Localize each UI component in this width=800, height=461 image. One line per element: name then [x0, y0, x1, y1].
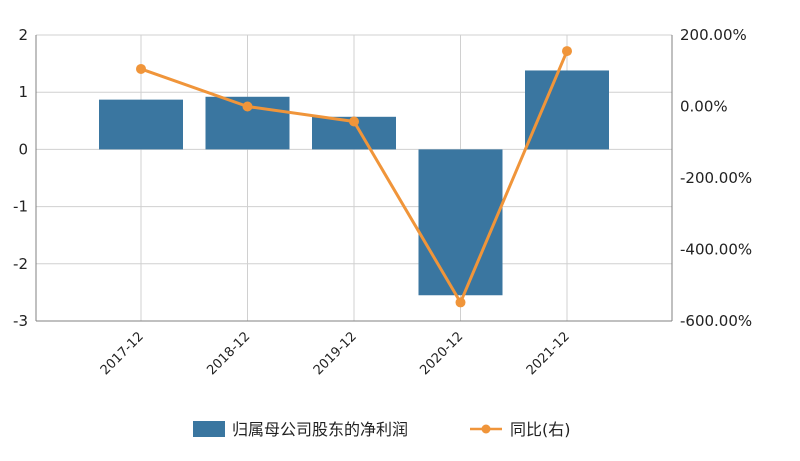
point-2019-12	[349, 116, 359, 127]
bar-2020-12	[418, 149, 503, 296]
legend-label-line: 同比(右)	[510, 420, 571, 439]
y-left-tick-label: -3	[13, 312, 28, 330]
y-right-tick-label: 200.00%	[680, 26, 747, 44]
y-right-tick-label: 0.00%	[680, 98, 728, 116]
point-2020-12	[455, 297, 466, 308]
bar-series	[99, 70, 609, 296]
y-left-tick-label: -1	[13, 198, 28, 216]
axes	[35, 35, 673, 322]
x-tick-label: 2017-12	[98, 329, 147, 378]
y-left-tick-label: 2	[18, 26, 28, 44]
point-2018-12	[242, 101, 253, 112]
legend-swatch-bar	[193, 421, 225, 437]
line-series	[136, 46, 572, 308]
bar-2017-12	[99, 99, 183, 150]
legend-swatch-line-marker	[481, 424, 491, 434]
y-left-tick-label: -2	[13, 255, 28, 273]
y-left-tick-label: 1	[18, 83, 28, 101]
y-right-tick-label: -400.00%	[680, 241, 752, 259]
legend-label-bar: 归属母公司股东的净利润	[232, 420, 408, 439]
legend[interactable]: 归属母公司股东的净利润 同比(右)	[193, 420, 571, 439]
bar-2021-12	[525, 70, 609, 150]
point-2017-12	[136, 63, 146, 74]
y-right-tick-label: -200.00%	[680, 169, 752, 187]
x-tick-label: 2020-12	[417, 329, 466, 378]
x-tick-label: 2021-12	[524, 329, 573, 378]
x-tick-label: 2019-12	[311, 329, 360, 378]
y-right-tick-label: -600.00%	[680, 312, 752, 330]
tick-labels: -3 -2 -1 0 1 2 -600.00% -400.00% -200.00% 0.00% 20…	[13, 26, 752, 378]
y-left-tick-label: 0	[18, 140, 28, 158]
x-tick-label: 2018-12	[204, 329, 253, 378]
point-2021-12	[562, 46, 572, 57]
